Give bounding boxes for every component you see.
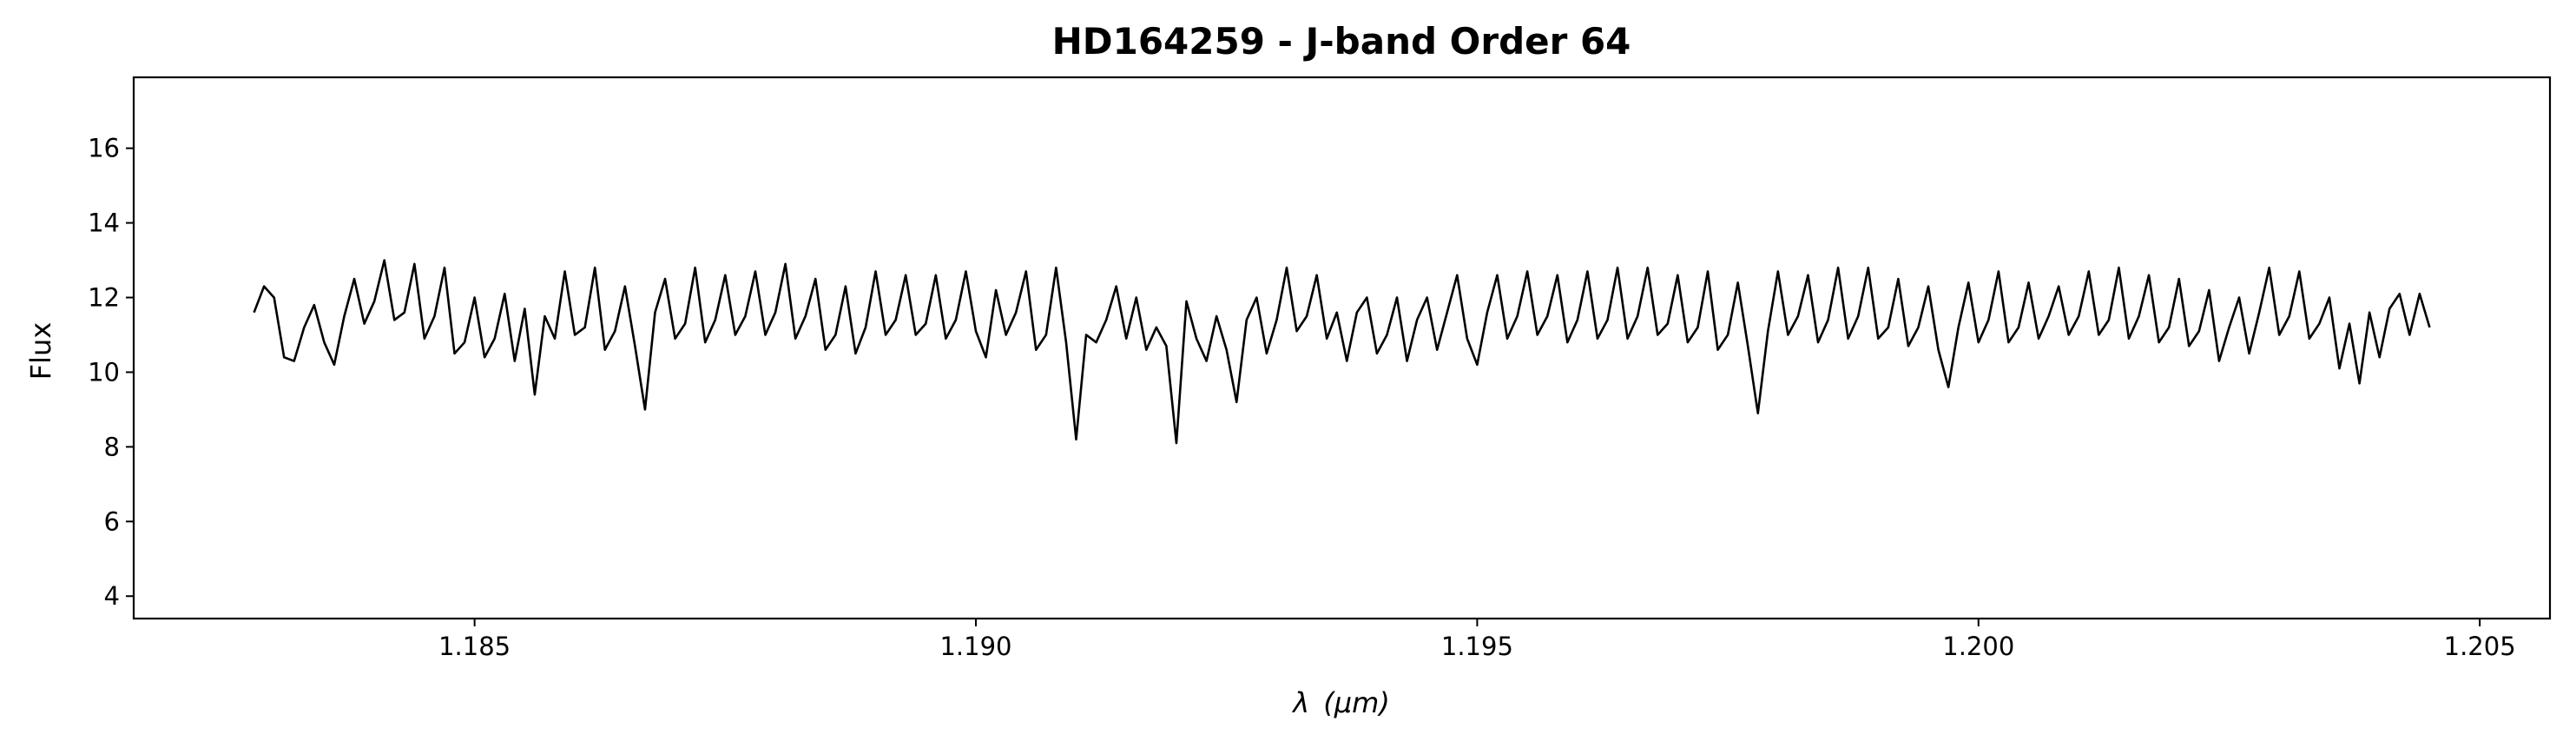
x-axis-label-unit: (μm) xyxy=(1323,686,1390,719)
chart-title: HD164259 - J-band Order 64 xyxy=(1052,20,1631,63)
x-axis-label-symbol: λ xyxy=(1291,686,1309,719)
y-tick-label: 12 xyxy=(88,282,120,312)
axes-frame xyxy=(132,76,2552,620)
y-axis-label: Flux xyxy=(24,322,57,381)
flux-series-line xyxy=(253,259,2431,445)
x-tick-label: 1.195 xyxy=(1441,632,1513,661)
x-tick-label: 1.190 xyxy=(939,632,1011,661)
y-tick-label: 4 xyxy=(104,581,120,611)
x-tick-label: 1.185 xyxy=(438,632,511,661)
y-tick-label: 6 xyxy=(104,506,120,536)
y-tick-label: 14 xyxy=(88,209,120,238)
x-tick-label: 1.200 xyxy=(1942,632,2014,661)
y-tick-label: 10 xyxy=(88,357,120,387)
x-axis-label: λ (μm) xyxy=(1291,686,1390,719)
y-tick-label: 8 xyxy=(104,432,120,461)
x-tick-label: 1.205 xyxy=(2444,632,2516,661)
y-tick-label: 16 xyxy=(88,134,120,163)
plot-area: 1.185 1.190 1.195 1.200 1.205 4 6 8 10 12 14 16 xyxy=(88,76,2552,661)
